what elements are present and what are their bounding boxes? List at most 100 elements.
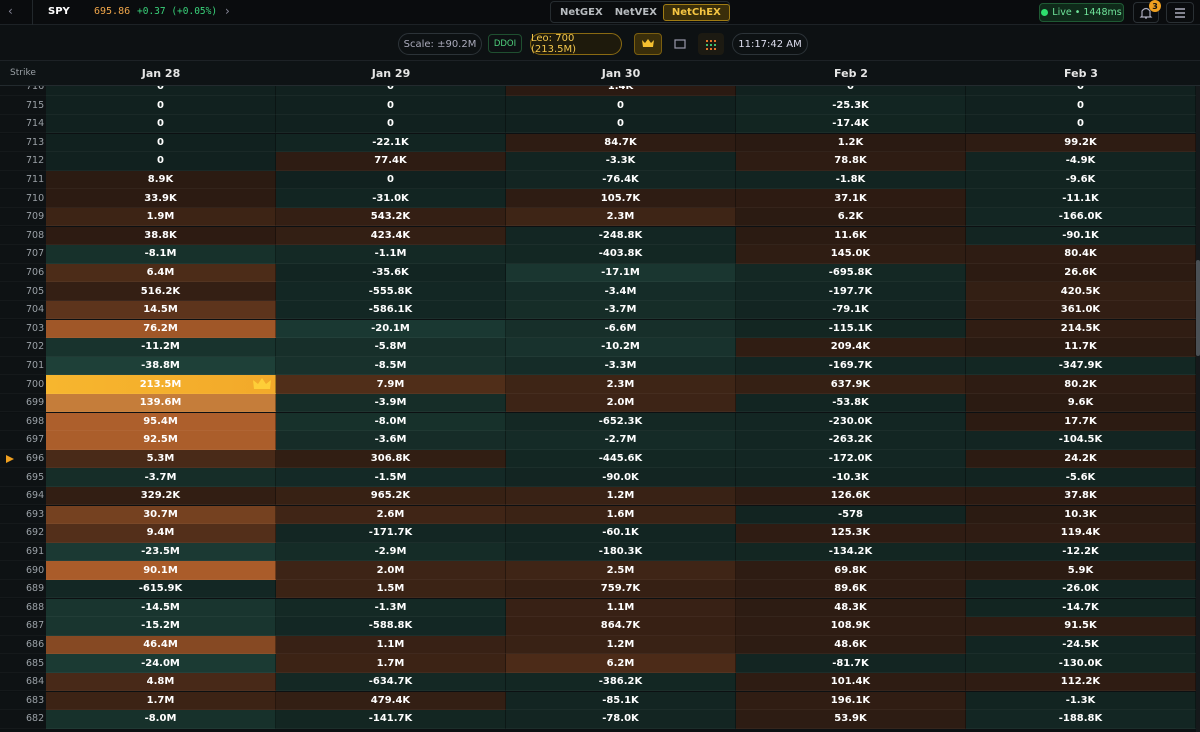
heat-cell[interactable]: 0 bbox=[736, 86, 966, 97]
heat-cell[interactable]: 543.2K bbox=[276, 207, 506, 227]
heat-cell[interactable]: -14.7K bbox=[966, 598, 1196, 618]
heat-cell[interactable]: 0 bbox=[966, 114, 1196, 134]
heat-cell[interactable]: -24.0M bbox=[46, 654, 276, 673]
heat-cell[interactable]: -588.8K bbox=[276, 617, 506, 636]
heat-cell[interactable]: -445.6K bbox=[506, 449, 736, 469]
heat-cell[interactable]: -1.5M bbox=[276, 468, 506, 487]
heat-cell[interactable]: 423.4K bbox=[276, 226, 506, 246]
ddoi-toggle[interactable]: DDOI bbox=[488, 34, 522, 53]
heat-cell[interactable]: -1.1M bbox=[276, 245, 506, 264]
heat-cell[interactable]: -90.0K bbox=[506, 468, 736, 487]
heat-cell[interactable]: 48.6K bbox=[736, 635, 966, 655]
heat-cell[interactable]: -17.1M bbox=[506, 263, 736, 283]
heat-cell[interactable]: 214.5K bbox=[966, 319, 1196, 339]
tab[interactable]: NetGEX bbox=[560, 6, 603, 18]
heat-cell[interactable]: -90.1K bbox=[966, 226, 1196, 246]
heat-cell[interactable]: 9.6K bbox=[966, 393, 1196, 413]
tab[interactable]: NetVEX bbox=[614, 6, 657, 18]
heat-cell[interactable]: 7.9M bbox=[276, 375, 506, 394]
heat-cell[interactable]: 24.2K bbox=[966, 449, 1196, 469]
heat-cell[interactable]: 1.2K bbox=[736, 133, 966, 153]
heat-cell[interactable]: 6.2M bbox=[506, 654, 736, 673]
heat-cell[interactable]: 78.8K bbox=[736, 152, 966, 171]
heat-cell[interactable]: 80.4K bbox=[966, 245, 1196, 264]
heat-cell[interactable]: 196.1K bbox=[736, 691, 966, 711]
heat-cell[interactable]: 1.7M bbox=[276, 654, 506, 673]
heat-cell[interactable]: -104.5K bbox=[966, 431, 1196, 450]
heat-cell[interactable]: 759.7K bbox=[506, 579, 736, 599]
heat-cell[interactable]: 76.2M bbox=[46, 319, 276, 339]
heat-cell[interactable]: 38.8K bbox=[46, 226, 276, 246]
heat-cell[interactable]: 4.8M bbox=[46, 672, 276, 692]
heat-cell[interactable]: -3.9M bbox=[276, 393, 506, 413]
heat-cell[interactable]: 126.6K bbox=[736, 486, 966, 506]
heat-cell[interactable]: -555.8K bbox=[276, 282, 506, 301]
heat-cell[interactable]: -81.7K bbox=[736, 654, 966, 673]
heat-cell[interactable]: 14.5M bbox=[46, 300, 276, 320]
heat-cell[interactable]: -188.8K bbox=[966, 710, 1196, 729]
heat-cell[interactable]: -578 bbox=[736, 505, 966, 525]
heat-cell[interactable]: 0 bbox=[276, 170, 506, 190]
heat-cell[interactable]: -172.0K bbox=[736, 449, 966, 469]
menu-button[interactable] bbox=[1166, 2, 1194, 23]
notifications-button[interactable]: 3 bbox=[1133, 0, 1161, 23]
heat-cell[interactable]: -76.4K bbox=[506, 170, 736, 190]
heat-cell[interactable]: -10.3K bbox=[736, 468, 966, 487]
heat-cell[interactable]: 33.9K bbox=[46, 189, 276, 208]
heat-cell[interactable]: 0 bbox=[506, 114, 736, 134]
heat-cell[interactable]: 10.3K bbox=[966, 505, 1196, 525]
heat-cell[interactable]: -22.1K bbox=[276, 133, 506, 153]
heat-cell[interactable]: 516.2K bbox=[46, 282, 276, 301]
crown-button[interactable] bbox=[634, 33, 662, 55]
heat-cell[interactable]: 90.1M bbox=[46, 561, 276, 580]
heat-cell[interactable]: 77.4K bbox=[276, 152, 506, 171]
scale-pill[interactable]: Scale: ±90.2M bbox=[398, 33, 482, 55]
heat-cell[interactable]: 1.2M bbox=[506, 486, 736, 506]
heat-cell[interactable]: -1.8K bbox=[736, 170, 966, 190]
heat-cell[interactable]: -634.7K bbox=[276, 672, 506, 692]
heat-cell[interactable]: 0 bbox=[46, 133, 276, 153]
heat-cell[interactable]: -130.0K bbox=[966, 654, 1196, 673]
heat-cell[interactable]: -263.2K bbox=[736, 431, 966, 450]
heat-cell[interactable]: -115.1K bbox=[736, 319, 966, 339]
heat-cell[interactable]: 0 bbox=[46, 152, 276, 171]
heat-cell[interactable]: 30.7M bbox=[46, 505, 276, 525]
heat-cell[interactable]: 637.9K bbox=[736, 375, 966, 394]
heat-cell[interactable]: 89.6K bbox=[736, 579, 966, 599]
heat-cell[interactable]: 0 bbox=[966, 96, 1196, 115]
leo-pill[interactable]: Leo: 700 (213.5M) bbox=[530, 33, 622, 55]
heat-cell[interactable]: -11.2M bbox=[46, 338, 276, 357]
heat-cell[interactable]: 209.4K bbox=[736, 338, 966, 357]
heat-cell[interactable]: -3.6M bbox=[276, 431, 506, 450]
heat-cell[interactable]: 361.0K bbox=[966, 300, 1196, 320]
heat-cell[interactable]: -652.3K bbox=[506, 412, 736, 432]
heat-cell[interactable]: 92.5M bbox=[46, 431, 276, 450]
heat-cell[interactable]: 6.4M bbox=[46, 263, 276, 283]
heat-cell[interactable]: -5.6K bbox=[966, 468, 1196, 487]
heat-cell[interactable]: -78.0K bbox=[506, 710, 736, 729]
heat-cell[interactable]: 2.5M bbox=[506, 561, 736, 580]
heat-cell[interactable]: -3.3M bbox=[506, 356, 736, 376]
heat-cell[interactable]: 306.8K bbox=[276, 449, 506, 469]
heat-cell[interactable]: 0 bbox=[506, 96, 736, 115]
heat-cell[interactable]: 1.7M bbox=[46, 691, 276, 711]
heat-cell[interactable]: 80.2K bbox=[966, 375, 1196, 394]
heat-cell[interactable]: -53.8K bbox=[736, 393, 966, 413]
heat-cell[interactable]: 105.7K bbox=[506, 189, 736, 208]
heat-cell[interactable]: 0 bbox=[46, 96, 276, 115]
frame-button[interactable] bbox=[668, 33, 692, 55]
heat-cell[interactable]: 48.3K bbox=[736, 598, 966, 618]
heat-cell[interactable]: -586.1K bbox=[276, 300, 506, 320]
heat-cell[interactable]: -386.2K bbox=[506, 672, 736, 692]
heat-cell[interactable]: -20.1M bbox=[276, 319, 506, 339]
heat-cell[interactable]: 139.6M bbox=[46, 393, 276, 413]
heat-cell[interactable]: -85.1K bbox=[506, 691, 736, 711]
heat-cell[interactable]: -166.0K bbox=[966, 207, 1196, 227]
heat-cell[interactable]: 0 bbox=[276, 114, 506, 134]
heat-cell[interactable]: -26.0K bbox=[966, 579, 1196, 599]
heat-cell[interactable]: 2.3M bbox=[506, 375, 736, 394]
heat-cell[interactable]: 864.7K bbox=[506, 617, 736, 636]
heat-cell[interactable]: 1.6M bbox=[506, 505, 736, 525]
heat-cell[interactable]: 2.0M bbox=[506, 393, 736, 413]
heat-cell[interactable]: -5.8M bbox=[276, 338, 506, 357]
